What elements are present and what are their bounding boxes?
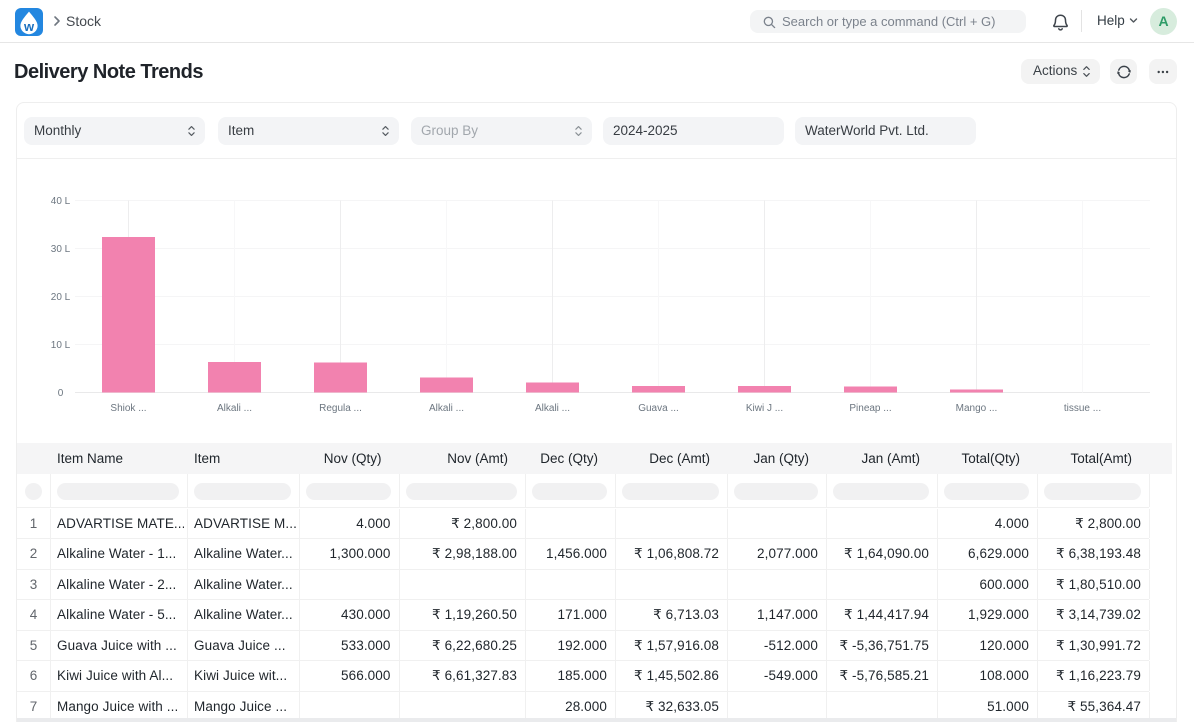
svg-text:30 L: 30 L — [51, 244, 71, 255]
svg-text:Mango ...: Mango ... — [956, 403, 998, 414]
svg-text:Shiok ...: Shiok ... — [110, 403, 146, 414]
svg-text:Alkali ...: Alkali ... — [429, 403, 464, 414]
svg-text:Regula ...: Regula ... — [319, 403, 362, 414]
svg-text:10 L: 10 L — [51, 340, 71, 351]
svg-text:w: w — [23, 19, 35, 34]
svg-text:20 L: 20 L — [51, 292, 71, 303]
svg-text:tissue ...: tissue ... — [1064, 403, 1101, 414]
svg-text:Alkali ...: Alkali ... — [535, 403, 570, 414]
svg-text:Guava ...: Guava ... — [638, 403, 679, 414]
svg-text:0: 0 — [58, 388, 64, 399]
svg-text:Kiwi J ...: Kiwi J ... — [746, 403, 783, 414]
svg-text:Alkali ...: Alkali ... — [217, 403, 252, 414]
svg-text:Pineap ...: Pineap ... — [849, 403, 891, 414]
svg-text:40 L: 40 L — [51, 196, 71, 207]
